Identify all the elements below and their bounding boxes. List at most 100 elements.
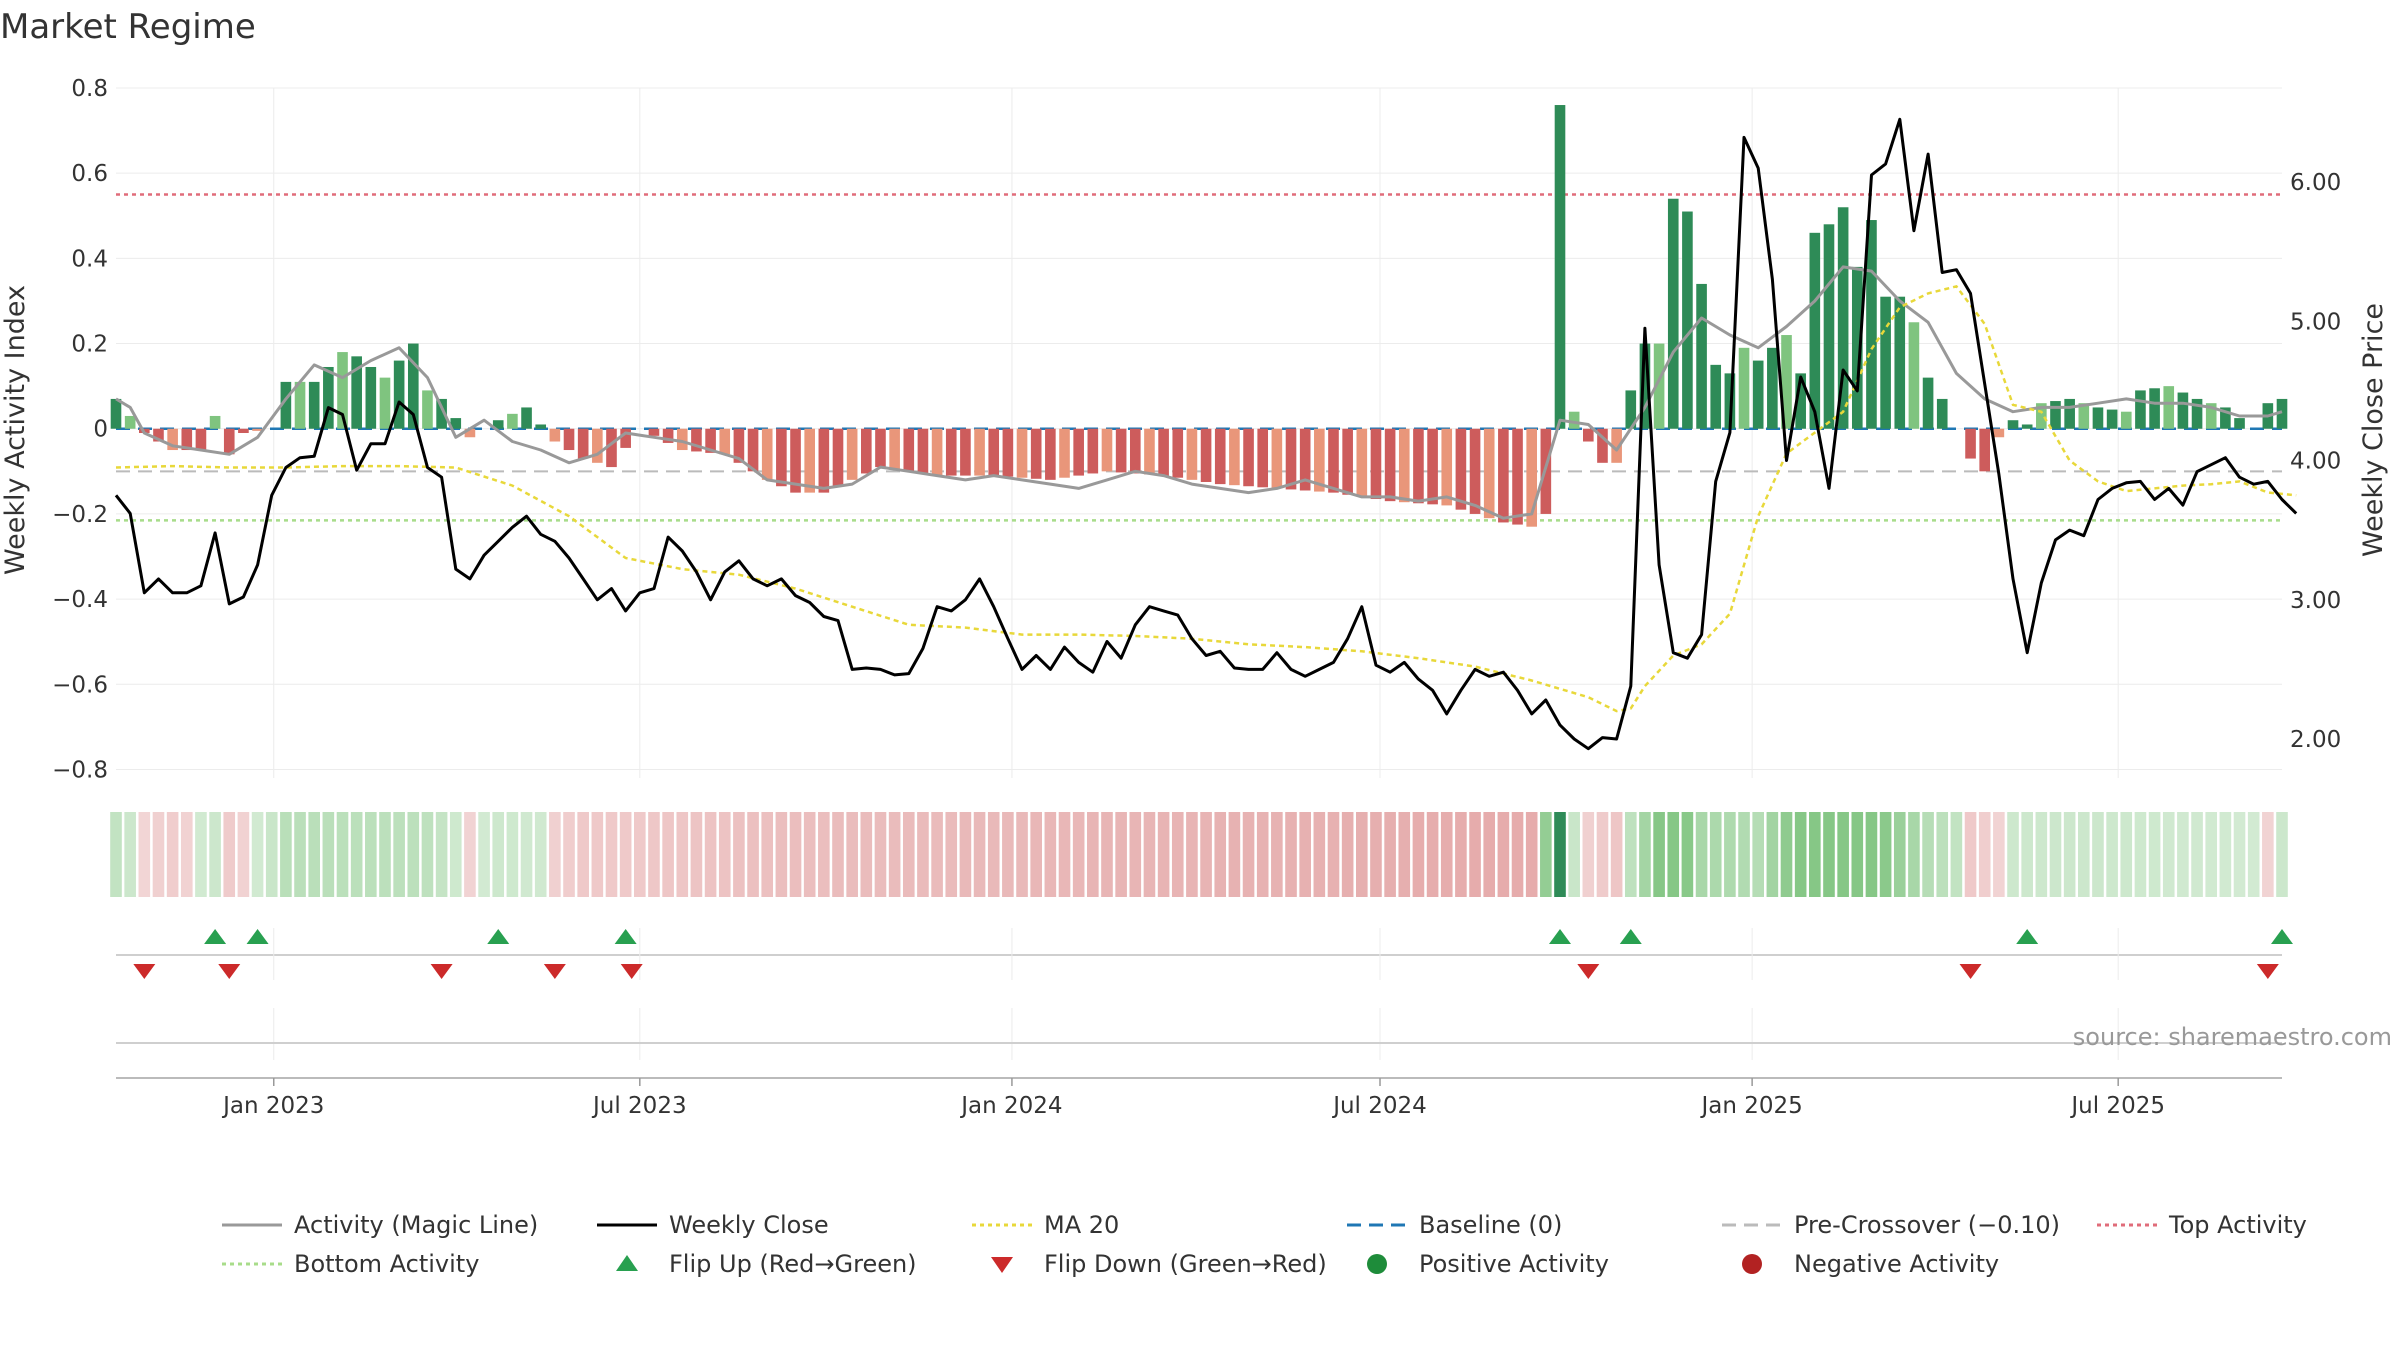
regime-cell-negative xyxy=(832,812,844,897)
legend-item: Top Activity xyxy=(2097,1211,2307,1239)
regime-cell-positive xyxy=(2063,812,2076,897)
regime-cell-positive xyxy=(2162,812,2175,897)
x-axis: Jan 2023 Jul 2023 Jan 2024 Jul 2024 Jan 2025… xyxy=(116,1008,2282,1119)
regime-cell-positive xyxy=(1624,812,1637,897)
flip-down-marker xyxy=(1577,964,1600,979)
legend-item: Negative Activity xyxy=(1742,1250,1999,1278)
negative-bar xyxy=(676,428,688,451)
y-tick-right: 5.00 xyxy=(2290,309,2341,335)
positive-bar xyxy=(323,366,334,429)
regime-cell-negative xyxy=(1271,812,1283,897)
negative-bar xyxy=(1993,428,2005,438)
y-tick-left: 0.2 xyxy=(71,332,108,358)
regime-cell-positive xyxy=(1724,812,1736,897)
regime-cell-positive xyxy=(124,812,136,897)
negative-bar xyxy=(1214,428,1226,485)
regime-cell-negative xyxy=(1242,812,1255,897)
positive-bar xyxy=(2276,398,2288,429)
negative-bar xyxy=(1483,428,1495,519)
regime-cell-positive xyxy=(435,812,448,897)
regime-cell-positive xyxy=(2148,812,2161,897)
regime-cell-positive xyxy=(1766,812,1779,897)
negative-bar xyxy=(195,428,207,451)
regime-cell-positive xyxy=(449,812,462,897)
negative-bar xyxy=(181,428,193,451)
negative-bar xyxy=(464,428,476,438)
regime-cell-positive xyxy=(492,812,505,897)
positive-bar xyxy=(2078,403,2090,429)
regime-cell-positive xyxy=(1568,812,1580,897)
regime-cell-negative xyxy=(888,812,901,897)
negative-bar xyxy=(917,428,929,474)
positive-bar xyxy=(2149,388,2160,429)
positive-bar xyxy=(365,366,377,429)
regime-cell-negative xyxy=(180,812,193,897)
regime-cell-positive xyxy=(280,812,292,897)
regime-cell-negative xyxy=(973,812,986,897)
negative-bar xyxy=(861,428,872,474)
legend-label: Bottom Activity xyxy=(294,1250,479,1278)
legend: Activity (Magic Line) Weekly Close MA 20 Ba… xyxy=(222,1211,2307,1278)
positive-bar xyxy=(1823,224,1835,429)
regime-cell-positive xyxy=(110,812,122,897)
negative-bar xyxy=(1299,428,1311,491)
legend-item: Flip Up (Red→Green) xyxy=(616,1250,917,1278)
legend-label: Flip Down (Green→Red) xyxy=(1044,1250,1327,1278)
flip-up-marker xyxy=(204,929,227,944)
positive-bar xyxy=(2064,398,2075,429)
negative-bar xyxy=(648,428,660,436)
regime-cell-negative xyxy=(1497,812,1510,897)
positive-bar xyxy=(1922,377,1934,429)
regime-cell-positive xyxy=(1653,812,1665,897)
regime-cell-positive xyxy=(1823,812,1835,897)
regime-cell-positive xyxy=(506,812,519,897)
regime-cell-positive xyxy=(2035,812,2048,897)
regime-cell-positive xyxy=(2106,812,2118,897)
x-tick-label: Jul 2025 xyxy=(2069,1093,2165,1119)
negative-bar xyxy=(1200,428,1212,482)
positive-bar xyxy=(2163,386,2175,429)
x-tick-label: Jan 2025 xyxy=(1699,1093,1802,1119)
regime-cell-negative xyxy=(846,812,858,897)
negative-bar xyxy=(903,428,915,472)
regime-cell-positive xyxy=(365,812,377,897)
regime-cell-negative xyxy=(1016,812,1028,897)
negative-bar xyxy=(1526,428,1537,527)
regime-cell-positive xyxy=(393,812,405,897)
positive-bar xyxy=(1752,360,1764,429)
regime-cell-negative xyxy=(1398,812,1411,897)
negative-bar xyxy=(719,428,731,455)
regime-cell-negative xyxy=(1525,812,1538,897)
regime-cell-negative xyxy=(860,812,873,897)
regime-cell-positive xyxy=(2205,812,2218,897)
regime-cell-negative xyxy=(761,812,774,897)
negative-bar xyxy=(761,428,773,480)
ma20-line xyxy=(115,284,2297,713)
regime-cell-negative xyxy=(1087,812,1099,897)
flip-up-marker xyxy=(1549,929,1571,944)
negative-bar xyxy=(776,428,787,487)
regime-cell-negative xyxy=(1256,812,1269,897)
negative-bar xyxy=(747,428,759,472)
negative-bar xyxy=(875,428,886,468)
positive-bar xyxy=(2021,424,2033,429)
regime-cell-negative xyxy=(1285,812,1297,897)
negative-bar xyxy=(662,428,674,443)
regime-cell-negative xyxy=(1313,812,1326,897)
regime-cell-positive xyxy=(2247,812,2260,897)
regime-cell-positive xyxy=(1639,812,1651,897)
negative-bar xyxy=(1002,428,1014,477)
regime-cell-negative xyxy=(1384,812,1396,897)
regime-cell-positive xyxy=(478,812,490,897)
positive-bar xyxy=(1795,373,1806,429)
regime-cell-negative xyxy=(676,812,689,897)
negative-bar xyxy=(238,428,249,433)
negative-bar xyxy=(252,428,263,431)
regime-cell-negative xyxy=(662,812,674,897)
negative-bar xyxy=(1158,428,1169,476)
positive-bar xyxy=(1738,347,1750,429)
positive-bar xyxy=(1851,266,1863,429)
positive-bar xyxy=(2092,407,2104,429)
legend-label: Top Activity xyxy=(2168,1211,2307,1239)
